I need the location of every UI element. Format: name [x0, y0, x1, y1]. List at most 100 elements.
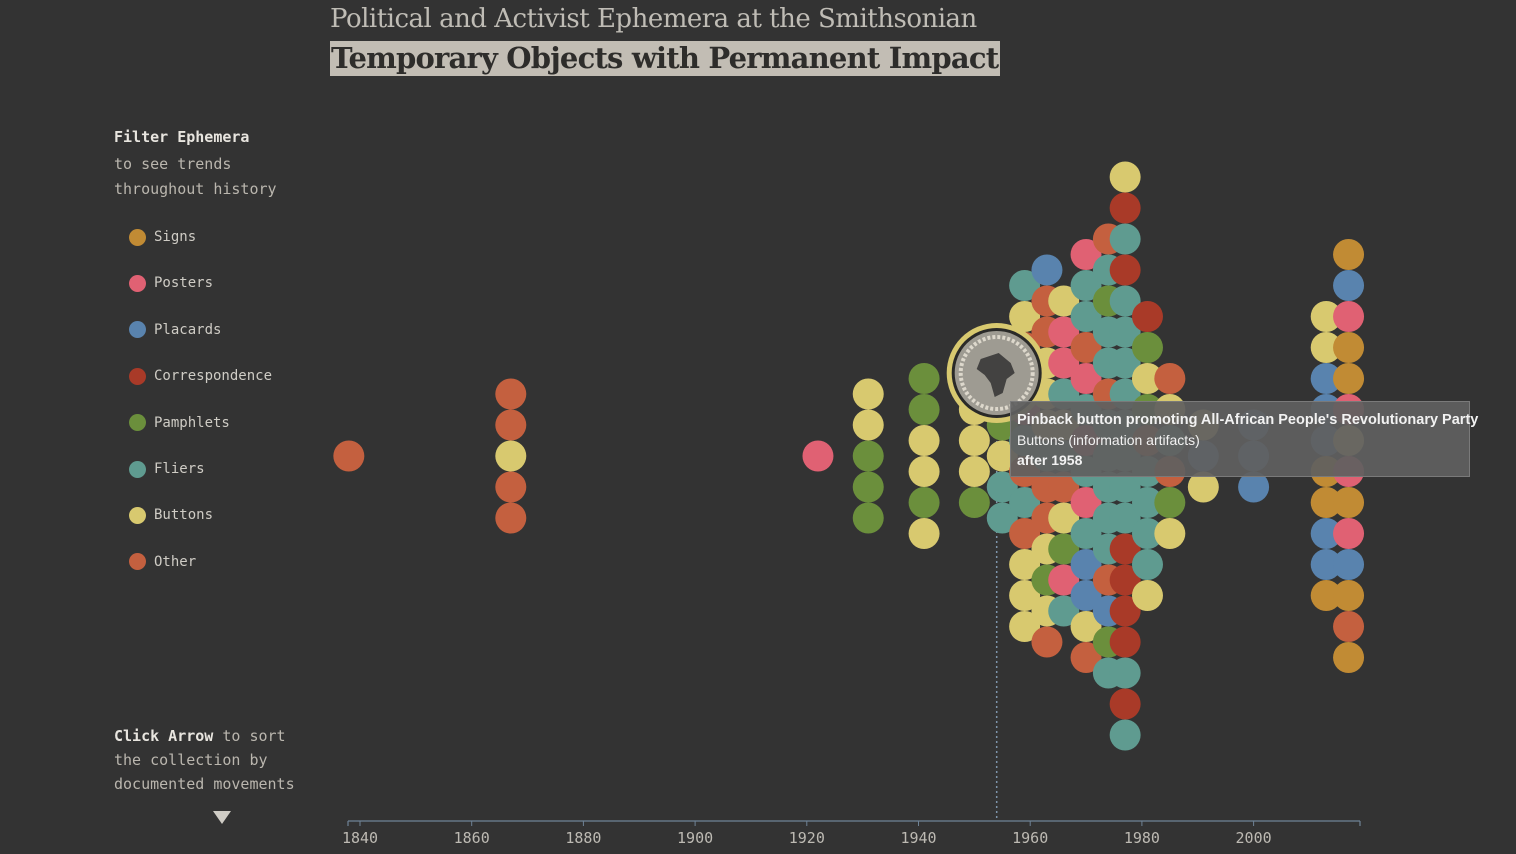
object-dot-other[interactable] [1070, 332, 1102, 363]
object-dot-buttons[interactable] [958, 425, 990, 456]
object-dot-fliers[interactable] [1109, 316, 1141, 348]
object-dot-posters[interactable] [1048, 347, 1080, 379]
object-dot-pamphlets[interactable] [852, 502, 884, 534]
legend-item-other[interactable]: Other [129, 552, 196, 572]
object-dot-buttons[interactable] [1009, 611, 1041, 642]
object-dot-buttons[interactable] [1009, 301, 1041, 332]
object-dot-pamphlets[interactable] [852, 471, 884, 503]
object-dot-buttons[interactable] [1131, 363, 1163, 394]
object-dot-fliers[interactable] [1109, 719, 1141, 751]
sort-arrow-icon[interactable] [213, 811, 231, 824]
object-dot-correspondence[interactable] [1109, 626, 1141, 658]
legend-item-buttons[interactable]: Buttons [129, 505, 213, 525]
object-dot-buttons[interactable] [1154, 518, 1186, 549]
object-dot-buttons[interactable] [1009, 549, 1041, 580]
object-dot-placards[interactable] [1070, 549, 1102, 580]
object-dot-other[interactable] [495, 378, 527, 410]
object-dot-signs[interactable] [1333, 332, 1365, 363]
object-dot-buttons[interactable] [495, 440, 527, 472]
object-dot-other[interactable] [333, 440, 365, 472]
object-dot-posters[interactable] [1070, 487, 1102, 518]
object-dot-other[interactable] [1031, 626, 1063, 658]
object-dot-posters[interactable] [1048, 316, 1080, 348]
object-dot-fliers[interactable] [1009, 270, 1041, 301]
object-dot-fliers[interactable] [986, 471, 1018, 503]
object-dot-fliers[interactable] [1109, 347, 1141, 379]
object-dot-posters[interactable] [1070, 363, 1102, 394]
object-dot-pamphlets[interactable] [852, 440, 884, 472]
object-dot-correspondence[interactable] [1109, 254, 1141, 286]
object-dot-fliers[interactable] [1070, 270, 1102, 301]
object-dot-fliers[interactable] [986, 502, 1018, 534]
object-dot-pamphlets[interactable] [908, 394, 940, 425]
object-dot-correspondence[interactable] [1109, 564, 1141, 596]
object-dot-posters[interactable] [1048, 564, 1080, 596]
object-dot-other[interactable] [1009, 518, 1041, 549]
object-dot-other[interactable] [495, 471, 527, 503]
object-dot-correspondence[interactable] [1131, 301, 1163, 332]
object-dot-fliers[interactable] [1131, 518, 1163, 549]
object-dot-buttons[interactable] [1070, 611, 1102, 642]
object-dot-signs[interactable] [1333, 642, 1365, 673]
object-dot-correspondence[interactable] [1109, 595, 1141, 627]
object-dot-correspondence[interactable] [1109, 533, 1141, 565]
object-dot-posters[interactable] [1333, 518, 1365, 549]
object-dot-pamphlets[interactable] [1154, 487, 1186, 518]
object-dot-placards[interactable] [1310, 363, 1342, 394]
object-dot-pamphlets[interactable] [908, 363, 940, 394]
object-dot-correspondence[interactable] [1109, 192, 1141, 224]
object-dot-other[interactable] [1154, 363, 1186, 394]
object-dot-fliers[interactable] [1109, 657, 1141, 689]
object-dot-buttons[interactable] [1048, 285, 1080, 317]
object-dot-signs[interactable] [1333, 487, 1365, 518]
object-dot-fliers[interactable] [1131, 549, 1163, 580]
object-dot-fliers[interactable] [1070, 301, 1102, 332]
object-dot-placards[interactable] [1310, 549, 1342, 580]
object-dot-fliers[interactable] [1048, 595, 1080, 627]
highlighted-object[interactable] [946, 323, 1047, 423]
object-dot-buttons[interactable] [908, 518, 940, 549]
object-dot-signs[interactable] [1333, 363, 1365, 394]
object-dot-posters[interactable] [802, 440, 834, 472]
object-dot-pamphlets[interactable] [958, 487, 990, 518]
object-dot-buttons[interactable] [1310, 332, 1342, 363]
object-dot-pamphlets[interactable] [908, 487, 940, 518]
object-dot-buttons[interactable] [1187, 471, 1219, 503]
object-dot-buttons[interactable] [908, 425, 940, 456]
object-dot-placards[interactable] [1333, 549, 1365, 580]
object-dot-pamphlets[interactable] [1048, 533, 1080, 565]
object-dot-other[interactable] [495, 502, 527, 534]
object-dot-other[interactable] [1048, 471, 1080, 503]
object-dot-other[interactable] [1070, 642, 1102, 673]
object-dot-fliers[interactable] [1109, 223, 1141, 255]
object-dot-signs[interactable] [1310, 580, 1342, 611]
object-dot-other[interactable] [1333, 611, 1365, 642]
object-dot-fliers[interactable] [1109, 502, 1141, 534]
legend-item-fliers[interactable]: Fliers [129, 459, 205, 479]
legend-item-pamphlets[interactable]: Pamphlets [129, 413, 230, 433]
object-dot-buttons[interactable] [1009, 580, 1041, 611]
object-dot-buttons[interactable] [1310, 301, 1342, 332]
object-dot-buttons[interactable] [958, 456, 990, 487]
legend-item-posters[interactable]: Posters [129, 273, 213, 293]
object-dot-buttons[interactable] [1109, 161, 1141, 193]
object-dot-posters[interactable] [1333, 301, 1365, 332]
object-dot-fliers[interactable] [1131, 487, 1163, 518]
object-dot-buttons[interactable] [908, 456, 940, 487]
object-dot-fliers[interactable] [1009, 487, 1041, 518]
object-dot-fliers[interactable] [1109, 285, 1141, 317]
object-dot-placards[interactable] [1238, 471, 1270, 503]
object-dot-buttons[interactable] [1131, 580, 1163, 611]
object-dot-fliers[interactable] [1109, 471, 1141, 503]
object-dot-correspondence[interactable] [1109, 688, 1141, 720]
object-dot-fliers[interactable] [1070, 518, 1102, 549]
legend-item-signs[interactable]: Signs [129, 227, 196, 247]
object-dot-placards[interactable] [1333, 270, 1365, 301]
object-dot-signs[interactable] [1333, 239, 1365, 270]
legend-item-correspondence[interactable]: Correspondence [129, 366, 272, 386]
legend-item-placards[interactable]: Placards [129, 320, 221, 340]
object-dot-signs[interactable] [1310, 487, 1342, 518]
object-dot-placards[interactable] [1070, 580, 1102, 611]
object-dot-placards[interactable] [1310, 518, 1342, 549]
object-dot-pamphlets[interactable] [1131, 332, 1163, 363]
